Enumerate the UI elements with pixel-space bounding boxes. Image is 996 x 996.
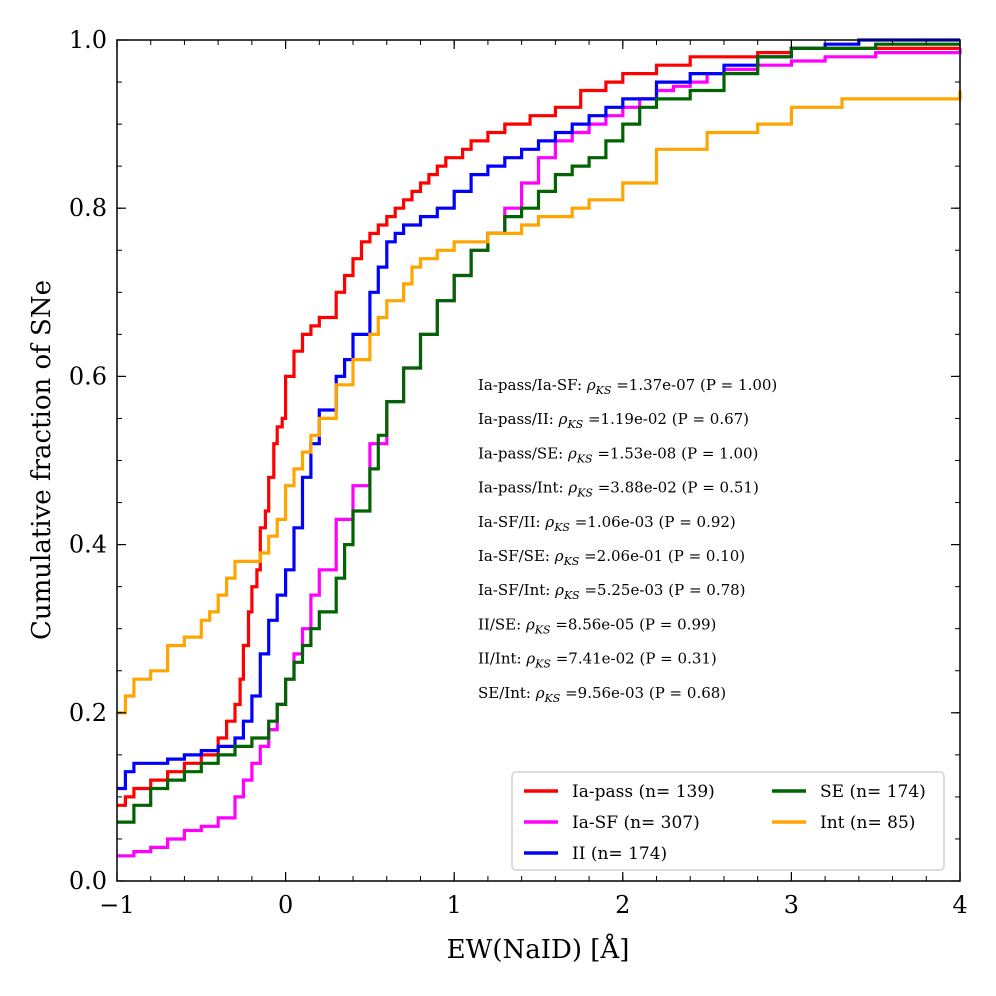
legend-label-se: SE (n= 174) [820, 782, 926, 802]
ks-annotation: Ia-pass/Ia-SF: ρKS =1.37e-07 (P = 1.00) [478, 376, 777, 397]
ks-annotation: SE/Int: ρKS =9.56e-03 (P = 0.68) [478, 684, 726, 705]
ks-annotation: II/Int: ρKS =7.41e-02 (P = 0.31) [478, 650, 717, 671]
y-tick-label: 0.2 [69, 699, 107, 727]
y-tick-label: 0.4 [69, 531, 107, 559]
x-tick-label: 0 [278, 891, 293, 919]
x-tick-label: 1 [447, 891, 462, 919]
legend-label-ii: II (n= 174) [572, 844, 667, 864]
series-line-se [117, 42, 960, 824]
tick-layer: −1 0 1 2 3 4 0.0 0.2 0.4 0.6 0.8 1.0 [69, 26, 968, 919]
legend-box [511, 771, 945, 871]
series-layer [117, 38, 962, 858]
ks-annotation: Ia-pass/Int: ρKS =3.88e-02 (P = 0.51) [478, 479, 759, 500]
x-tick-label: −1 [99, 891, 134, 919]
x-tick-label: 2 [615, 891, 630, 919]
x-axis-title: EW(NaID) [Å] [447, 933, 630, 965]
legend-label-int: Int (n= 85) [820, 813, 915, 833]
y-tick-label: 0.6 [69, 362, 107, 390]
series-line-int [117, 90, 962, 715]
legend-label-ia-sf: Ia-SF (n= 307) [572, 813, 700, 833]
ks-annotation: Ia-SF/Int: ρKS =5.25e-03 (P = 0.78) [478, 581, 746, 602]
series-line-ia-pass [117, 46, 960, 807]
y-tick-label: 0.8 [69, 194, 107, 222]
ks-annotation: Ia-pass/II: ρKS =1.19e-02 (P = 0.67) [478, 410, 749, 431]
series-line-ii [117, 38, 960, 791]
ks-annotation: Ia-SF/SE: ρKS =2.06e-01 (P = 0.10) [478, 547, 745, 568]
x-tick-label: 4 [952, 891, 967, 919]
x-tick-label: 3 [784, 891, 799, 919]
legend-label-ia-pass: Ia-pass (n= 139) [572, 782, 715, 802]
y-tick-label: 0.0 [69, 867, 107, 895]
ks-annotations: Ia-pass/Ia-SF: ρKS =1.37e-07 (P = 1.00) I… [478, 376, 777, 705]
ks-annotation: Ia-pass/SE: ρKS =1.53e-08 (P = 1.00) [478, 444, 758, 465]
legend: Ia-pass (n= 139) SE (n= 174) Ia-SF (n= 307… [511, 771, 945, 871]
ks-annotation: Ia-SF/II: ρKS =1.06e-03 (P = 0.92) [478, 513, 736, 534]
y-tick-label: 1.0 [69, 26, 107, 54]
ks-annotation: II/SE: ρKS =8.56e-05 (P = 0.99) [478, 615, 716, 636]
y-axis-title: Cumulative fraction of SNe [27, 280, 57, 640]
